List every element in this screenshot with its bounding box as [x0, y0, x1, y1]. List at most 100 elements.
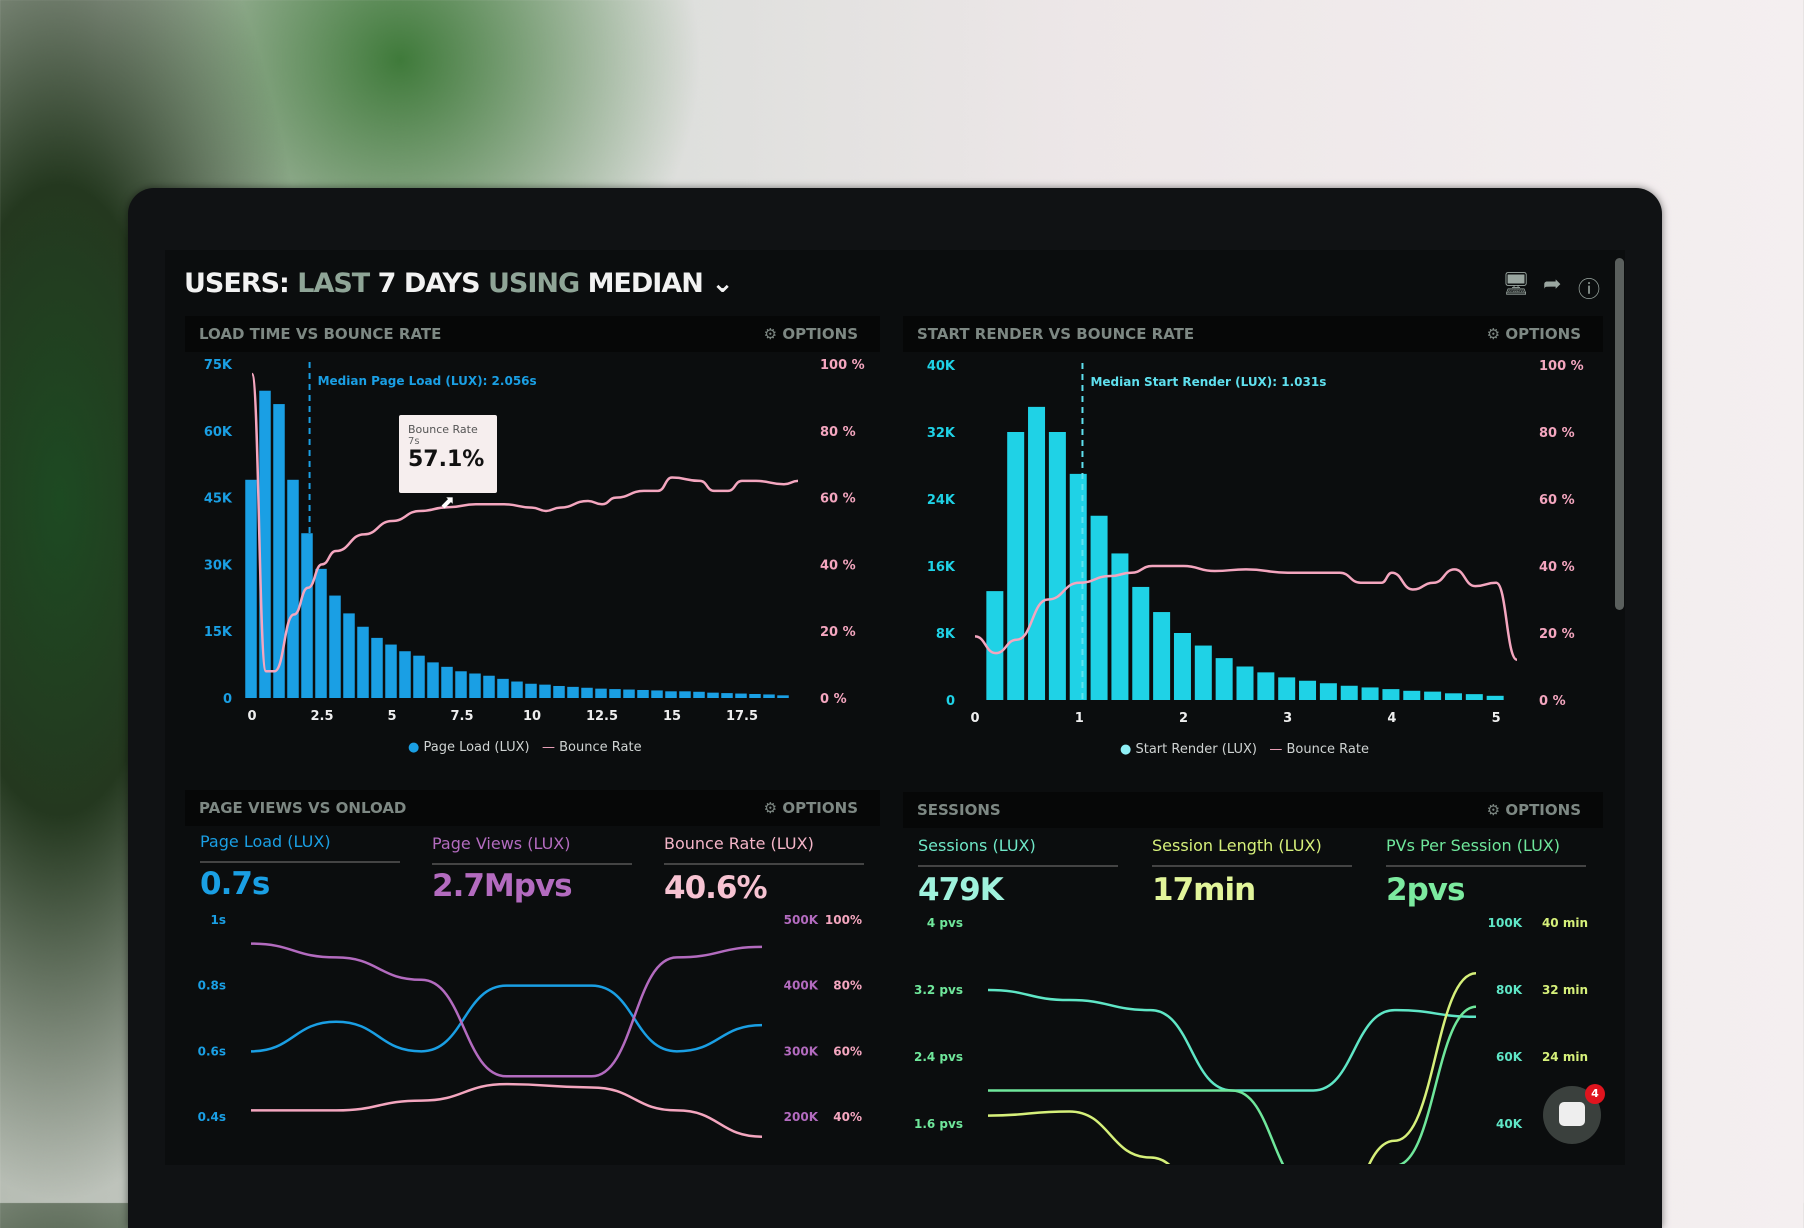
- bar: [609, 689, 621, 698]
- chevron-down-icon[interactable]: ⌄: [711, 268, 734, 299]
- options-button[interactable]: ⚙ OPTIONS: [1487, 801, 1581, 819]
- title-period[interactable]: 7 DAYS: [377, 268, 481, 299]
- y-tick-left: 60K: [204, 425, 233, 440]
- y-tick-right: 60K: [1496, 1050, 1523, 1064]
- bar: [497, 678, 509, 698]
- median-label: Median Page Load (LUX): 2.056s: [318, 374, 537, 388]
- legend-line-icon: —: [1269, 742, 1283, 757]
- y-tick-left: 1s: [211, 913, 227, 927]
- share-icon[interactable]: ➦: [1543, 272, 1562, 297]
- bar: [567, 686, 579, 698]
- y-tick-left: 75K: [204, 358, 233, 373]
- bar: [343, 613, 355, 698]
- y-tick-right: 40 %: [820, 558, 856, 573]
- bar: [1028, 406, 1046, 700]
- legend-load: ● Page Load (LUX) — Bounce Rate: [408, 740, 642, 755]
- metric-label: Page Load (LUX): [200, 832, 331, 851]
- panel-header-pageviews: PAGE VIEWS VS ONLOAD ⚙ OPTIONS: [185, 790, 880, 826]
- gear-icon: ⚙: [763, 325, 778, 343]
- bar: [1194, 645, 1212, 700]
- y-tick-left: 30K: [204, 558, 233, 573]
- x-tick: 7.5: [450, 709, 473, 724]
- options-button[interactable]: ⚙ OPTIONS: [764, 799, 858, 817]
- cursor-icon: ⬈: [440, 492, 456, 513]
- panel-header-render: START RENDER VS BOUNCE RATE ⚙ OPTIONS: [903, 316, 1603, 352]
- panel-title: START RENDER VS BOUNCE RATE: [917, 325, 1195, 343]
- x-tick: 0: [247, 709, 256, 724]
- panel-title: LOAD TIME VS BOUNCE RATE: [199, 325, 442, 343]
- bar: [399, 651, 411, 698]
- bar: [707, 692, 719, 698]
- y-tick-left: 15K: [204, 625, 233, 640]
- bar: [1361, 687, 1379, 700]
- y-tick-left: 32K: [927, 426, 956, 441]
- series-line: [987, 1005, 1477, 1164]
- bar: [595, 688, 607, 698]
- tooltip-label: Bounce Rate: [408, 423, 478, 436]
- metric-page-views: Page Views (LUX): [432, 834, 632, 865]
- bar: [1132, 586, 1150, 700]
- y-tick-right: 80 %: [820, 425, 856, 440]
- bar: [665, 691, 677, 698]
- options-button[interactable]: ⚙ OPTIONS: [764, 325, 858, 343]
- x-tick: 3: [1283, 711, 1292, 726]
- x-tick: 5: [1492, 711, 1501, 726]
- bar: [1153, 612, 1171, 700]
- scrollbar[interactable]: [1615, 258, 1624, 610]
- metric-value: 17min: [1152, 872, 1256, 908]
- bar: [371, 637, 383, 698]
- monitor-icon[interactable]: 🖥: [1502, 272, 1530, 297]
- bar: [1382, 689, 1400, 700]
- y-tick-left: 24K: [927, 493, 956, 508]
- bar: [1403, 690, 1421, 700]
- y-tick-left: 8K: [936, 627, 956, 642]
- bar: [413, 655, 425, 698]
- y-tick-left: 4 pvs: [927, 916, 963, 930]
- legend-item[interactable]: Bounce Rate: [559, 740, 642, 755]
- panel-header-load: LOAD TIME VS BOUNCE RATE ⚙ OPTIONS: [185, 316, 880, 352]
- bar: [1319, 683, 1337, 700]
- bounce-rate-line: [250, 372, 799, 673]
- series-line: [987, 988, 1477, 1092]
- bar: [273, 404, 285, 698]
- bar: [1236, 666, 1254, 700]
- notification-badge: 4: [1585, 1084, 1605, 1104]
- bar: [1465, 694, 1483, 700]
- bar: [1173, 633, 1191, 700]
- metric-value: 2.7Mpvs: [432, 868, 573, 904]
- bar: [1444, 693, 1462, 700]
- options-label: OPTIONS: [1505, 325, 1581, 343]
- metric-bounce-rate: Bounce Rate (LUX): [664, 834, 864, 865]
- y-tick-right: 100%: [825, 913, 862, 927]
- legend-item[interactable]: Page Load (LUX): [423, 740, 530, 755]
- y-tick-right: 20 %: [820, 625, 856, 640]
- legend-item[interactable]: Bounce Rate: [1286, 742, 1369, 757]
- bar: [1069, 473, 1087, 700]
- legend-item[interactable]: Start Render (LUX): [1135, 742, 1257, 757]
- legend-line-icon: —: [541, 740, 555, 755]
- metric-label: Page Views (LUX): [432, 834, 571, 853]
- metric-label: Sessions (LUX): [918, 836, 1036, 855]
- gear-icon: ⚙: [763, 799, 778, 817]
- bar: [623, 689, 635, 698]
- y-tick-right: 100 %: [820, 358, 865, 373]
- metric-session-length: Session Length (LUX): [1152, 836, 1352, 867]
- bar: [1215, 658, 1233, 700]
- x-tick: 1: [1075, 711, 1084, 726]
- bar: [245, 479, 257, 698]
- title-aggregate[interactable]: MEDIAN: [587, 268, 704, 299]
- bar: [357, 626, 369, 698]
- help-icon[interactable]: ⓘ: [1578, 278, 1601, 303]
- page-title[interactable]: USERS: LAST 7 DAYS USING MEDIAN ⌄: [184, 268, 734, 299]
- x-tick: 4: [1387, 711, 1396, 726]
- tooltip-sub: 7s: [408, 436, 420, 447]
- title-last: LAST: [297, 268, 370, 299]
- bar: [581, 687, 593, 698]
- bar: [1007, 432, 1025, 700]
- legend-render: ● Start Render (LUX) — Bounce Rate: [1120, 742, 1369, 757]
- options-button[interactable]: ⚙ OPTIONS: [1487, 325, 1581, 343]
- y-tick-left: 1.6 pvs: [914, 1117, 963, 1131]
- bar: [679, 691, 691, 698]
- bar: [315, 568, 327, 698]
